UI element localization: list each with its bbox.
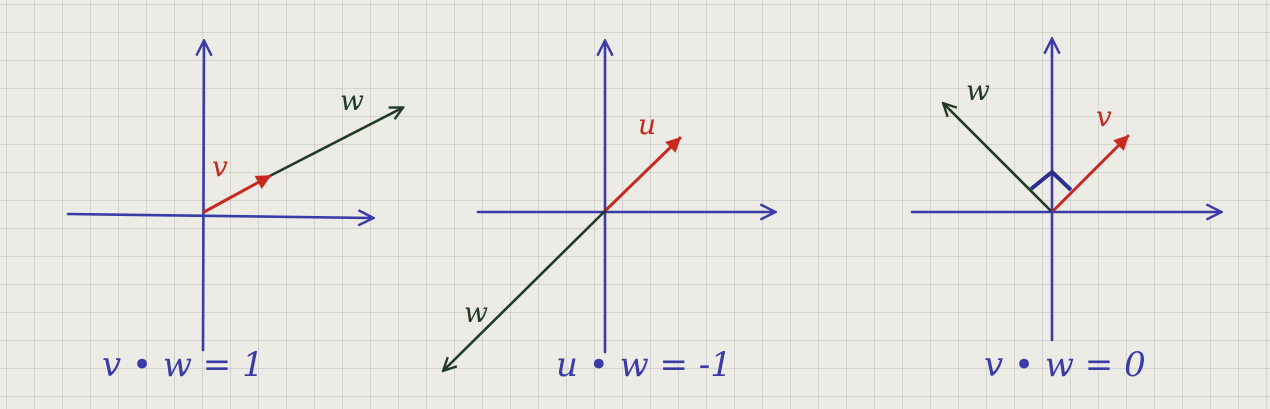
vector-w-2 [444, 209, 607, 370]
panel-1: v w v • w = 1 [66, 42, 402, 385]
right-angle-mark [1029, 170, 1073, 192]
equation-1: v • w = 1 [102, 345, 264, 385]
vector-v-3 [1052, 134, 1130, 212]
label-v-3: v [1096, 100, 1112, 133]
vector-w-1 [260, 108, 402, 182]
y-axis-1 [203, 42, 204, 352]
vector-v-1 [202, 174, 272, 214]
label-w-2: w [464, 296, 488, 329]
label-w-3: w [966, 74, 990, 107]
label-w-1: w [340, 84, 364, 117]
equation-2: u • w = -1 [556, 345, 732, 385]
x-axis-1 [66, 214, 372, 218]
label-v-2: u [638, 108, 656, 141]
panel-3: v w v • w = 0 [910, 40, 1220, 385]
panel-2: u w u • w = -1 [444, 42, 774, 385]
vector-w-3 [944, 104, 1052, 212]
equation-3: v • w = 0 [984, 345, 1146, 385]
vector-v-2 [603, 136, 682, 213]
label-v-1: v [212, 150, 228, 183]
